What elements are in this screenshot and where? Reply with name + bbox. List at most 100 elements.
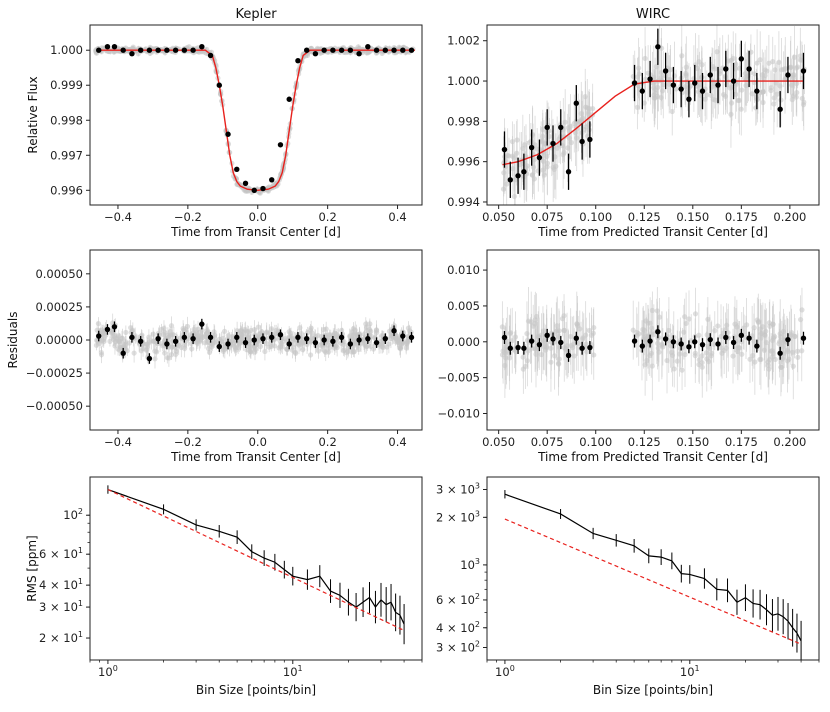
binned-point <box>800 68 807 74</box>
binned-point <box>190 335 196 342</box>
wirc-residuals-raw-points <box>499 287 805 401</box>
y-tick-label-base: 3 × 10 <box>39 600 78 614</box>
x-tick-label: 0.075 <box>531 210 564 224</box>
y-tick-label: 0.996 <box>447 155 480 169</box>
x-tick-label: −0.4 <box>104 210 132 224</box>
raw-point <box>744 322 750 328</box>
binned-point <box>104 326 111 333</box>
raw-point <box>140 345 146 352</box>
x-tick-label: 100 <box>495 664 515 679</box>
raw-point <box>176 342 182 349</box>
raw-point <box>582 94 588 100</box>
raw-point <box>770 59 776 65</box>
raw-point <box>343 49 349 56</box>
y-tick-label: 0.998 <box>50 113 83 127</box>
binned-point <box>120 350 126 356</box>
raw-point <box>119 335 125 342</box>
raw-point <box>800 102 807 108</box>
binned-point <box>715 341 721 347</box>
binned-point <box>242 339 249 346</box>
binned-point <box>707 72 713 78</box>
raw-point <box>351 349 357 355</box>
raw-point <box>683 320 689 326</box>
binned-point <box>242 180 249 186</box>
raw-point <box>692 311 699 317</box>
binned-point <box>382 47 389 53</box>
binned-point <box>234 334 240 341</box>
binned-point <box>655 329 661 335</box>
raw-point <box>799 75 806 81</box>
binned-point <box>391 47 397 53</box>
raw-point <box>168 323 175 329</box>
raw-point <box>522 142 528 148</box>
binned-point <box>587 344 593 351</box>
binned-point <box>181 47 188 53</box>
raw-point <box>248 349 254 355</box>
x-tick-label: 0.4 <box>388 210 406 224</box>
raw-point <box>656 314 663 320</box>
raw-point <box>568 333 574 340</box>
raw-point <box>320 341 326 348</box>
binned-point <box>573 100 580 106</box>
raw-point <box>720 91 727 98</box>
binned-point <box>678 86 684 92</box>
raw-point <box>634 329 640 336</box>
raw-point <box>666 327 672 334</box>
binned-point <box>155 47 161 53</box>
raw-point <box>349 329 355 335</box>
raw-point <box>322 348 328 354</box>
raw-point <box>634 74 641 80</box>
y-tick-label-base: 10 <box>63 508 78 522</box>
wirc-residuals-xlabel: Time from Predicted Transit Center [d] <box>537 450 768 464</box>
raw-point <box>699 74 705 80</box>
raw-point <box>373 327 380 333</box>
binned-point <box>216 343 223 350</box>
binned-point <box>286 341 292 347</box>
raw-point <box>736 344 742 351</box>
raw-point <box>330 333 336 339</box>
raw-point <box>572 130 579 136</box>
binned-point <box>391 328 397 334</box>
raw-point <box>774 91 780 97</box>
y-tick-label: 3 × 103 <box>436 482 480 497</box>
raw-point <box>788 332 794 338</box>
raw-point <box>198 333 205 339</box>
y-tick-label: 3 × 101 <box>39 599 83 614</box>
raw-point <box>522 363 528 370</box>
binned-point <box>295 334 301 341</box>
kepler-rms-series-white-noise <box>107 488 405 631</box>
wirc-flux-binned-points <box>501 28 807 198</box>
raw-point <box>648 350 654 356</box>
raw-point <box>94 337 100 343</box>
wirc-rms-series-measured <box>504 493 802 642</box>
binned-point <box>777 350 783 356</box>
binned-point <box>579 345 585 351</box>
binned-point <box>373 47 380 53</box>
binned-point <box>565 169 572 175</box>
x-tick-label: 0.4 <box>388 435 406 449</box>
raw-point <box>155 330 162 336</box>
raw-point <box>571 353 577 359</box>
raw-point <box>760 324 766 330</box>
binned-point <box>330 338 336 345</box>
raw-point <box>529 172 535 178</box>
binned-point <box>670 82 677 88</box>
kepler-flux-model-curve <box>96 49 416 191</box>
binned-point <box>785 72 791 78</box>
kepler-residuals-ylabel: Residuals <box>6 312 20 369</box>
raw-point <box>714 49 720 55</box>
raw-point <box>659 341 665 347</box>
raw-point <box>255 324 261 330</box>
binned-point <box>723 334 729 341</box>
raw-point <box>682 84 688 90</box>
kepler-flux-raw-points <box>93 44 416 196</box>
wirc-flux-panel: 0.050 0.075 0.100 0.125 0.150 0.175 0.200 0.994… <box>447 7 820 239</box>
raw-point <box>643 318 649 324</box>
x-tick-label-exponent: 0 <box>113 664 118 673</box>
x-tick-label-exponent: 0 <box>510 664 515 673</box>
raw-point <box>755 319 762 325</box>
raw-point <box>528 319 534 325</box>
raw-point <box>164 355 170 361</box>
binned-point <box>521 345 527 351</box>
